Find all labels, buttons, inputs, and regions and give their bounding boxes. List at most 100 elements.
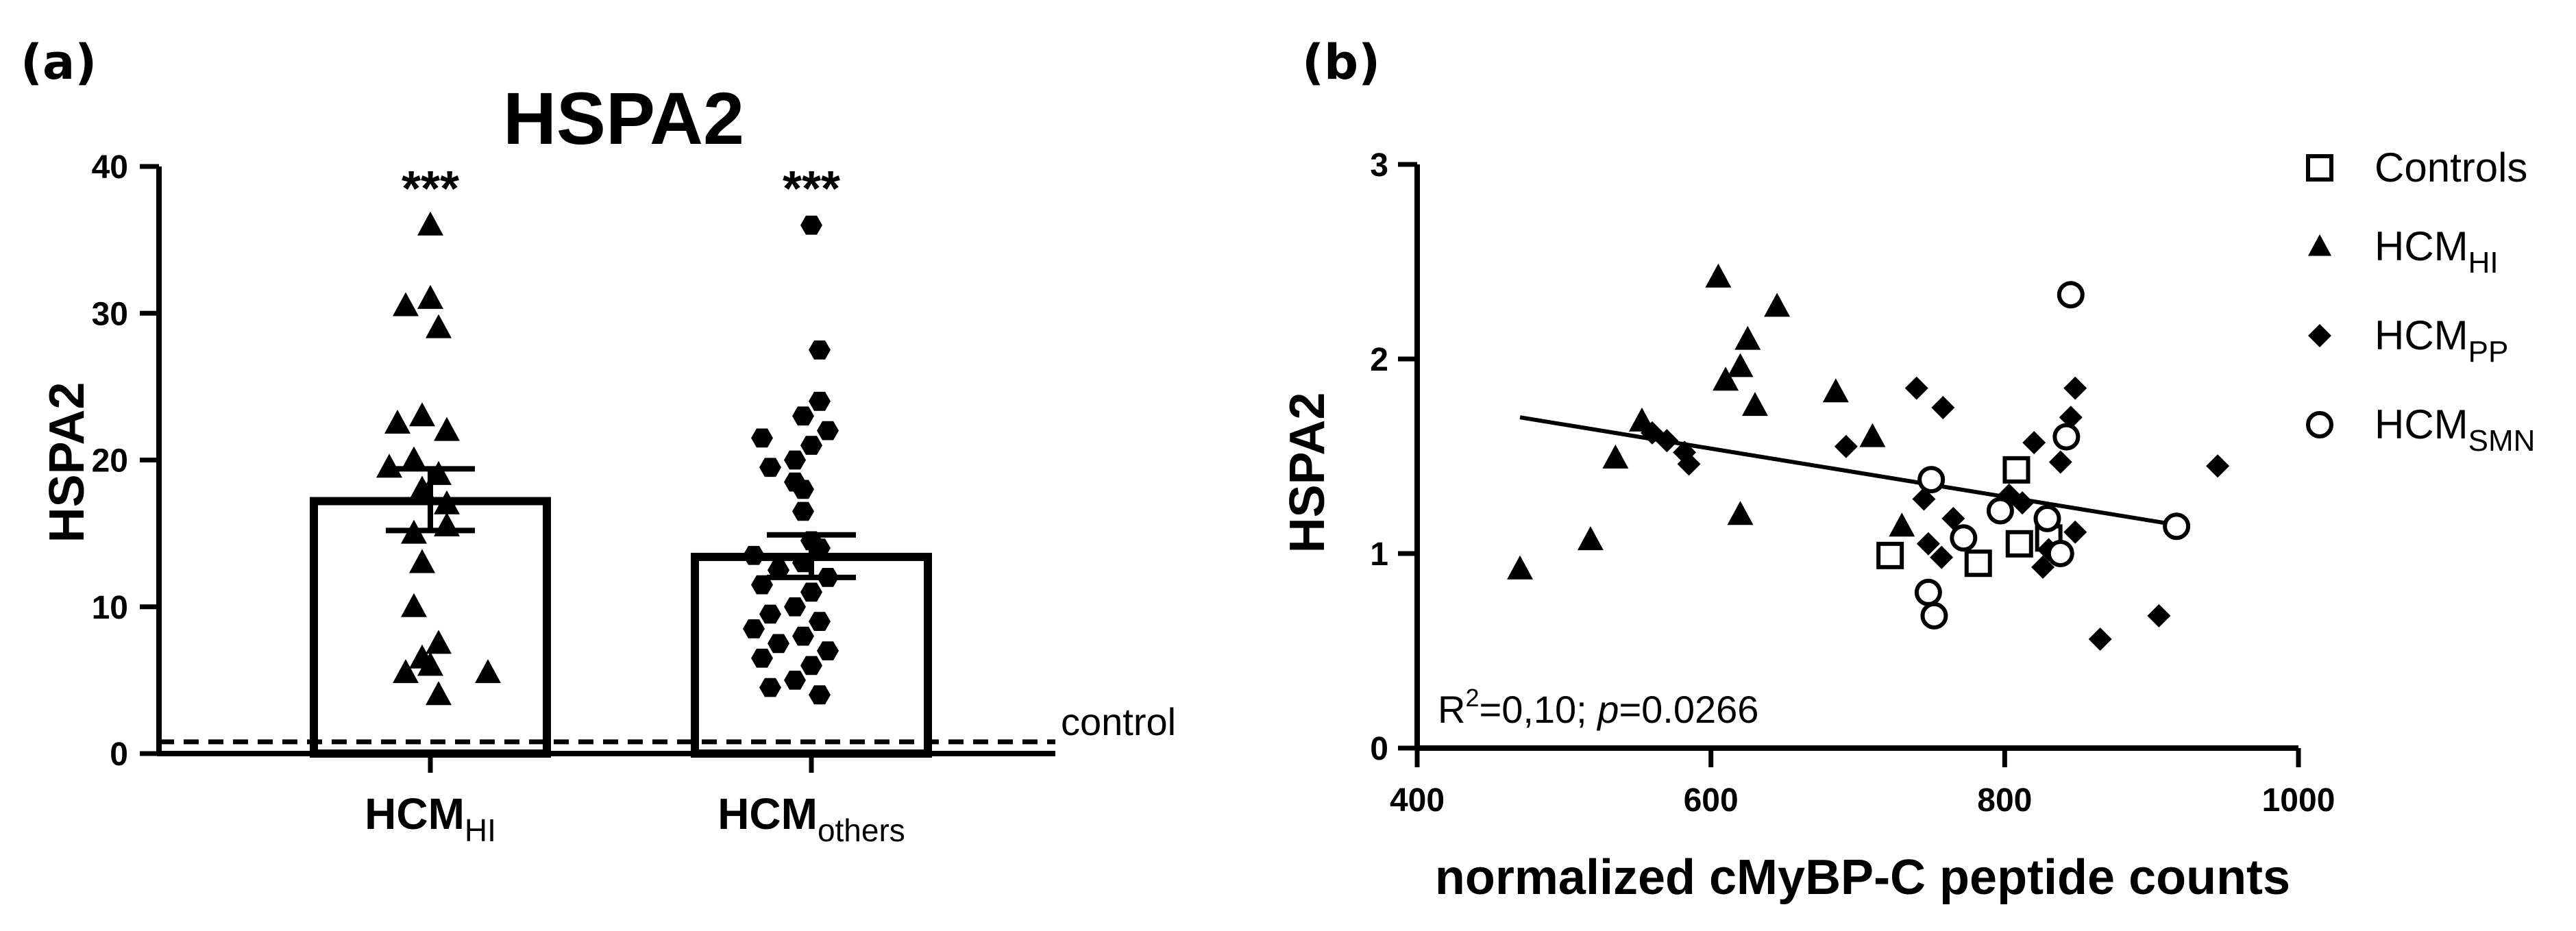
triangle-point xyxy=(434,417,460,441)
y-axis-title: HSPA2 xyxy=(40,382,95,543)
triangle-point xyxy=(393,292,419,316)
triangle-point xyxy=(1602,444,1629,469)
open-circle-point xyxy=(1917,466,1946,494)
triangle-point xyxy=(1713,367,1739,391)
category-label: HCMHI xyxy=(365,789,496,848)
y-tick-label: 10 xyxy=(92,590,128,626)
triangle-point xyxy=(409,402,435,427)
legend-label: Controls xyxy=(2375,145,2527,190)
triangle-point xyxy=(409,549,435,573)
y-axis-title: HSPA2 xyxy=(1280,393,1335,554)
open-circle-point xyxy=(1920,601,1948,630)
hexagon-point xyxy=(817,568,839,587)
triangle-point xyxy=(401,519,427,544)
hexagon-point xyxy=(784,450,806,470)
diamond-point xyxy=(1655,429,1679,453)
open-circle-point xyxy=(1986,497,2014,525)
open-circle-point xyxy=(2163,512,2191,541)
hexagon-point xyxy=(817,421,839,440)
triangle-point xyxy=(1727,353,1754,377)
hexagon-point xyxy=(759,458,781,477)
y-tick-label: 1 xyxy=(1370,536,1388,573)
legend-main: HCM xyxy=(2375,312,2468,358)
diamond-point xyxy=(2063,520,2087,544)
triangle-point xyxy=(417,211,443,236)
open-circle-point xyxy=(1950,524,1978,552)
hexagon-point xyxy=(751,428,773,448)
diamond-point xyxy=(1904,376,1928,400)
legend-label: HCMPP xyxy=(2375,312,2508,369)
triangle-point xyxy=(1577,526,1604,551)
diamond-point xyxy=(1916,532,1940,556)
hexagon-point xyxy=(768,634,789,654)
diamond-point xyxy=(2048,450,2072,474)
hexagon-point xyxy=(743,545,765,565)
legend-subscript: HI xyxy=(2468,246,2499,280)
triangle-point xyxy=(1859,423,1886,447)
hexagon-point xyxy=(792,501,814,521)
legend-marker-diamond xyxy=(2308,324,2331,347)
triangle-point xyxy=(401,593,427,617)
open-square-point xyxy=(2002,456,2031,484)
legend-main: HCM xyxy=(2375,401,2468,447)
open-square-point xyxy=(1876,541,1904,569)
y-tick-label: 2 xyxy=(1370,342,1388,378)
hexagon-point xyxy=(792,406,814,426)
open-square-point xyxy=(2005,530,2033,558)
open-circle-point xyxy=(2052,423,2081,451)
panel-label-b: (b) xyxy=(1302,34,1380,90)
chart-title: HSPA2 xyxy=(503,77,744,160)
triangle-point xyxy=(1741,392,1768,417)
scatter-chart-panel: HSPA2 normalized cMyBP-C peptide counts … xyxy=(1280,145,2535,905)
hexagon-point xyxy=(800,215,822,235)
hexagon-point xyxy=(792,553,814,573)
hexagon-point xyxy=(743,619,765,638)
hexagon-point xyxy=(751,648,773,668)
category-main: HCM xyxy=(717,789,818,839)
y-tick-label: 0 xyxy=(1370,731,1388,767)
diamond-point xyxy=(2011,491,2035,515)
hexagon-point xyxy=(809,685,831,705)
legend-subscript: PP xyxy=(2468,335,2509,369)
triangle-point xyxy=(1705,263,1732,288)
y-tick-label: 0 xyxy=(110,736,128,773)
category-main: HCM xyxy=(365,789,465,839)
hexagon-point xyxy=(792,480,814,499)
triangle-point xyxy=(417,651,443,676)
triangle-point xyxy=(384,409,410,434)
category-label: HCMothers xyxy=(717,789,905,848)
bar xyxy=(310,497,551,758)
legend-subscript: SMN xyxy=(2468,424,2536,458)
control-label: control xyxy=(1061,700,1176,743)
hexagon-point xyxy=(809,612,831,631)
diamond-point xyxy=(2022,431,2046,455)
hexagon-point xyxy=(809,391,831,411)
hexagon-point xyxy=(800,656,822,675)
diamond-point xyxy=(1930,545,1954,569)
legend-label: HCMHI xyxy=(2375,223,2499,280)
y-tick-label: 40 xyxy=(92,149,128,186)
open-circle-point xyxy=(2033,504,2061,532)
legend-marker-open-circle xyxy=(2306,411,2333,438)
x-axis-title: normalized cMyBP-C peptide counts xyxy=(1435,850,2290,905)
triangle-point xyxy=(1764,293,1791,317)
diamond-point xyxy=(1931,396,1955,419)
hexagon-point xyxy=(751,575,773,595)
diamond-point xyxy=(1834,434,1858,458)
x-tick-label: 1000 xyxy=(2262,782,2335,819)
legend-marker-open-square xyxy=(2306,154,2333,182)
legend-marker-triangle xyxy=(2307,234,2332,256)
hexagon-point xyxy=(792,626,814,646)
hexagon-point xyxy=(809,340,831,360)
triangle-point xyxy=(434,512,460,536)
hexagon-point xyxy=(809,538,831,558)
diamond-point xyxy=(2206,454,2230,478)
open-circle-point xyxy=(1914,578,1942,606)
diamond-point xyxy=(2063,376,2087,400)
regression-stats: R2=0,10; p=0.0266 xyxy=(1438,684,1758,731)
y-tick-label: 20 xyxy=(92,443,128,480)
legend-label: HCMSMN xyxy=(2375,401,2535,458)
legend-main: Controls xyxy=(2375,145,2527,190)
diamond-point xyxy=(2147,604,2171,628)
